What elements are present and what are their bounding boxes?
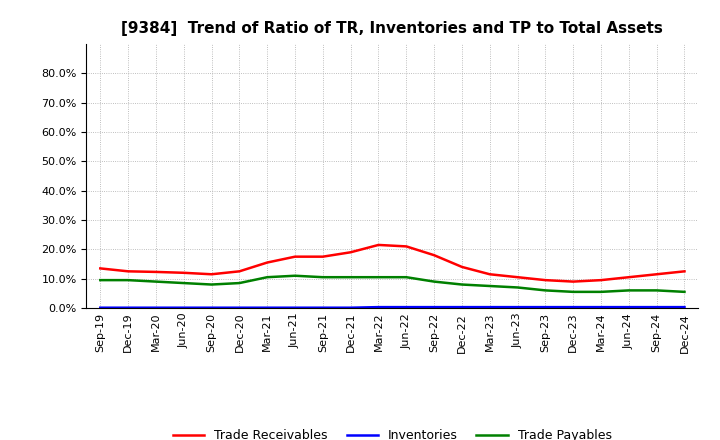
Trade Receivables xyxy=(680,269,689,274)
Inventories xyxy=(346,305,355,310)
Trade Receivables xyxy=(96,266,104,271)
Inventories xyxy=(569,304,577,310)
Trade Payables xyxy=(124,278,132,283)
Inventories xyxy=(458,304,467,310)
Trade Payables xyxy=(346,275,355,280)
Trade Receivables xyxy=(124,269,132,274)
Inventories xyxy=(124,305,132,310)
Trade Payables xyxy=(652,288,661,293)
Inventories xyxy=(374,304,383,310)
Trade Receivables xyxy=(152,269,161,275)
Inventories xyxy=(513,304,522,310)
Inventories xyxy=(291,305,300,310)
Trade Payables xyxy=(569,289,577,294)
Inventories xyxy=(430,304,438,310)
Trade Receivables xyxy=(541,278,550,283)
Inventories xyxy=(597,304,606,310)
Trade Payables xyxy=(179,280,188,286)
Trade Payables xyxy=(513,285,522,290)
Inventories xyxy=(207,305,216,310)
Trade Payables xyxy=(235,280,243,286)
Inventories xyxy=(652,304,661,310)
Line: Inventories: Inventories xyxy=(100,307,685,308)
Trade Receivables xyxy=(207,271,216,277)
Trade Payables xyxy=(458,282,467,287)
Trade Payables xyxy=(96,278,104,283)
Trade Receivables xyxy=(346,249,355,255)
Trade Receivables xyxy=(291,254,300,259)
Trade Receivables xyxy=(597,278,606,283)
Trade Receivables xyxy=(569,279,577,284)
Trade Payables xyxy=(541,288,550,293)
Trade Receivables xyxy=(652,271,661,277)
Trade Payables xyxy=(402,275,410,280)
Inventories xyxy=(680,304,689,310)
Trade Payables xyxy=(485,283,494,289)
Inventories xyxy=(541,304,550,310)
Trade Payables xyxy=(597,289,606,294)
Trade Receivables xyxy=(402,244,410,249)
Inventories xyxy=(235,305,243,310)
Trade Payables xyxy=(291,273,300,279)
Trade Payables xyxy=(624,288,633,293)
Inventories xyxy=(152,305,161,310)
Legend: Trade Receivables, Inventories, Trade Payables: Trade Receivables, Inventories, Trade Pa… xyxy=(168,424,617,440)
Line: Trade Payables: Trade Payables xyxy=(100,276,685,292)
Trade Receivables xyxy=(485,271,494,277)
Trade Payables xyxy=(318,275,327,280)
Trade Payables xyxy=(263,275,271,280)
Trade Receivables xyxy=(458,264,467,270)
Inventories xyxy=(179,305,188,310)
Trade Receivables xyxy=(318,254,327,259)
Trade Payables xyxy=(207,282,216,287)
Inventories xyxy=(318,305,327,310)
Trade Receivables xyxy=(513,275,522,280)
Trade Payables xyxy=(152,279,161,284)
Title: [9384]  Trend of Ratio of TR, Inventories and TP to Total Assets: [9384] Trend of Ratio of TR, Inventories… xyxy=(122,21,663,36)
Inventories xyxy=(402,304,410,310)
Trade Receivables xyxy=(263,260,271,265)
Inventories xyxy=(96,305,104,310)
Trade Receivables xyxy=(179,270,188,275)
Trade Receivables xyxy=(374,242,383,248)
Trade Payables xyxy=(430,279,438,284)
Trade Receivables xyxy=(430,253,438,258)
Inventories xyxy=(485,304,494,310)
Trade Receivables xyxy=(235,269,243,274)
Trade Payables xyxy=(680,289,689,294)
Trade Payables xyxy=(374,275,383,280)
Inventories xyxy=(624,304,633,310)
Inventories xyxy=(263,305,271,310)
Line: Trade Receivables: Trade Receivables xyxy=(100,245,685,282)
Trade Receivables xyxy=(624,275,633,280)
